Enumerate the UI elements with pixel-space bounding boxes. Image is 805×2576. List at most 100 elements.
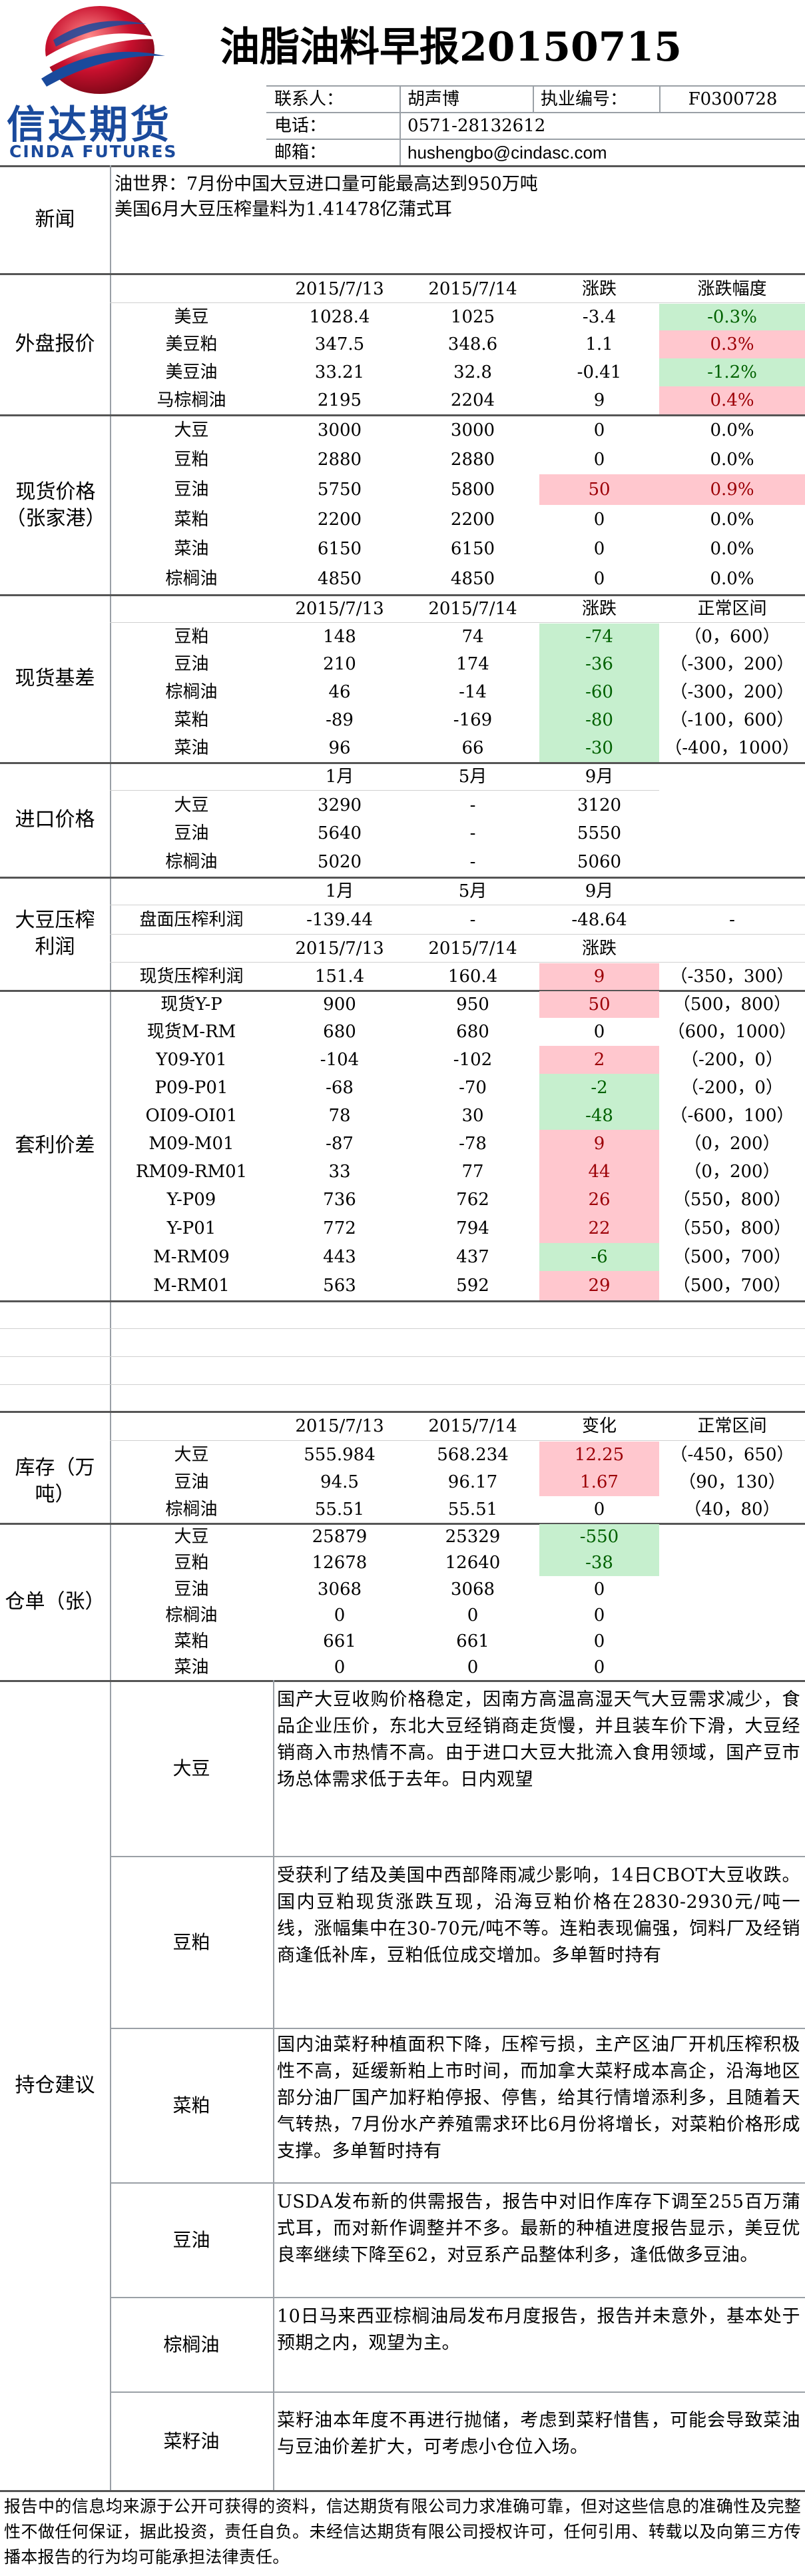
external-value: 33.21 <box>314 362 365 382</box>
spot-value: 5800 <box>450 480 495 500</box>
basis-header: 2015/7/13 <box>295 599 384 619</box>
inventory-range: （90，130） <box>678 1472 786 1492</box>
inventory-label: 库存（万吨） <box>15 1456 95 1507</box>
spread-name: 现货Y-P <box>160 995 222 1015</box>
crush-name: 盘面压榨利润 <box>139 910 244 930</box>
spread-value: 680 <box>456 1022 489 1042</box>
logo-chinese: 信达期货 <box>7 102 172 147</box>
advice-name: 豆粕 <box>172 1931 210 1953</box>
basis-change: -80 <box>539 706 659 734</box>
phone-label: 电话： <box>274 116 327 136</box>
crush-change: 9 <box>539 963 659 990</box>
spread-value: 680 <box>323 1022 356 1042</box>
inventory-value: 555.984 <box>304 1445 376 1465</box>
inventory-value: 55.51 <box>314 1500 365 1519</box>
inventory-name: 豆油 <box>174 1472 209 1492</box>
warrant-change: 0 <box>593 1579 605 1599</box>
spot-change: 0 <box>593 569 605 589</box>
basis-value: 174 <box>456 654 489 674</box>
spot-pct: 0.0% <box>710 510 754 530</box>
spread-range: （-600，100） <box>670 1106 794 1126</box>
inventory-name: 棕榈油 <box>165 1500 218 1519</box>
crush-header: 5月 <box>458 881 487 901</box>
external-value: 32.8 <box>453 362 492 382</box>
external-name: 马棕榈油 <box>156 390 226 410</box>
external-value: 1025 <box>450 307 495 327</box>
external-value: 348.6 <box>447 334 498 354</box>
external-change: -3.4 <box>582 307 617 327</box>
spread-change: -2 <box>539 1074 659 1102</box>
crush-name: 现货压榨利润 <box>139 967 244 987</box>
import-header: 9月 <box>585 767 614 787</box>
inventory-header: 2015/7/13 <box>295 1416 384 1436</box>
basis-value: 148 <box>323 627 356 647</box>
basis-change: -60 <box>539 678 659 706</box>
warrant-name: 豆粕 <box>174 1553 209 1573</box>
external-value: 2195 <box>317 390 362 410</box>
external-value: 1028.4 <box>309 307 370 327</box>
news-item: 油世界：7月份中国大豆进口量可能最高达到950万吨 <box>115 174 538 195</box>
spot-name: 棕榈油 <box>165 569 218 589</box>
spot-value: 2880 <box>450 450 495 470</box>
spot-value: 3000 <box>317 420 362 440</box>
warrant-value: 0 <box>467 1605 479 1625</box>
spread-value: 77 <box>461 1162 484 1182</box>
import-value: 5020 <box>317 852 362 872</box>
external-pct: 0.3% <box>659 330 805 358</box>
spread-value: 30 <box>461 1106 484 1126</box>
external-label: 外盘报价 <box>15 332 95 356</box>
basis-range: （-300，200） <box>670 654 794 674</box>
basis-range: （-100，600） <box>670 710 794 730</box>
import-header: 5月 <box>458 767 487 787</box>
warrant-name: 豆油 <box>174 1579 209 1599</box>
external-name: 美豆油 <box>165 362 218 382</box>
contact-label: 联系人： <box>274 89 344 109</box>
basis-name: 菜粕 <box>174 710 209 730</box>
warrant-value: 25879 <box>312 1527 368 1547</box>
spread-change: 22 <box>539 1214 659 1243</box>
inventory-range: （40，80） <box>684 1500 780 1519</box>
crush-value: -48.64 <box>571 910 627 930</box>
advice-text: USDA发布新的供需报告，报告中对旧作库存下调至255百万蒲式耳，而对新作调整并… <box>277 2192 800 2266</box>
spread-value: -104 <box>320 1050 360 1070</box>
advice-text: 国内油菜籽种植面积下降，压榨亏损，主产区油厂开机压榨积极性不高，延缓新粕上市时间… <box>277 2034 800 2162</box>
spot-value: 6150 <box>450 539 495 559</box>
basis-header: 涨跌 <box>581 599 617 619</box>
advice-text: 10日马来西亚棕榈油局发布月度报告，报告并未意外，基本处于预期之内，观望为主。 <box>277 2306 800 2354</box>
advice-name: 菜籽油 <box>163 2430 220 2452</box>
spot-change: 0 <box>593 420 605 440</box>
import-value: - <box>469 852 476 872</box>
warrant-change: 0 <box>593 1657 605 1677</box>
crush-value: - <box>729 910 735 930</box>
warrant-name: 菜油 <box>174 1657 209 1677</box>
email-link[interactable]: hushengbo@cindasc.com <box>407 143 607 163</box>
inventory-header: 2015/7/14 <box>428 1416 517 1436</box>
advice-name: 菜粕 <box>172 2094 210 2116</box>
basis-name: 豆油 <box>174 654 209 674</box>
spread-range: （-200，0） <box>681 1078 783 1098</box>
warrant-value: 0 <box>467 1657 479 1677</box>
spread-value: 437 <box>456 1247 489 1267</box>
spread-value: 563 <box>323 1276 356 1296</box>
spot-value: 2200 <box>450 510 495 530</box>
spread-value: 592 <box>456 1276 489 1296</box>
spot-value: 4850 <box>450 569 495 589</box>
warrant-name: 大豆 <box>174 1527 209 1547</box>
advice-text: 受获利了结及美国中西部降雨减少影响，14日CBOT大豆收跌。国内豆粕现货涨跌互现… <box>277 1865 800 1966</box>
crush-label: 大豆压榨利润 <box>15 908 95 959</box>
spot-value: 3000 <box>450 420 495 440</box>
spread-name: M-RM01 <box>153 1276 230 1296</box>
crush-header: 涨跌 <box>581 939 617 959</box>
spot-value: 2880 <box>317 450 362 470</box>
spread-value: 33 <box>328 1162 351 1182</box>
logo-english: CINDA FUTURES <box>9 142 178 161</box>
basis-header: 2015/7/14 <box>428 599 517 619</box>
external-pct: -1.2% <box>659 358 805 386</box>
spread-change: -48 <box>539 1102 659 1130</box>
basis-value: 66 <box>461 738 484 758</box>
external-header: 2015/7/13 <box>295 279 384 299</box>
warrant-name: 菜粕 <box>174 1631 209 1651</box>
basis-value: 96 <box>328 738 351 758</box>
email-label: 邮箱： <box>274 143 327 163</box>
spread-change: 29 <box>539 1271 659 1300</box>
